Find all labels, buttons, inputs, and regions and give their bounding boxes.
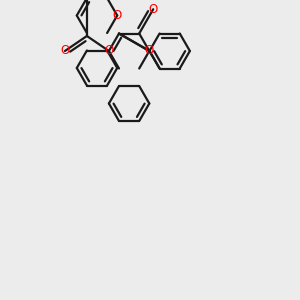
Text: O: O [112,9,122,22]
Text: O: O [148,3,158,16]
Text: O: O [145,44,154,58]
Text: O: O [104,44,113,58]
Text: O: O [60,44,70,58]
